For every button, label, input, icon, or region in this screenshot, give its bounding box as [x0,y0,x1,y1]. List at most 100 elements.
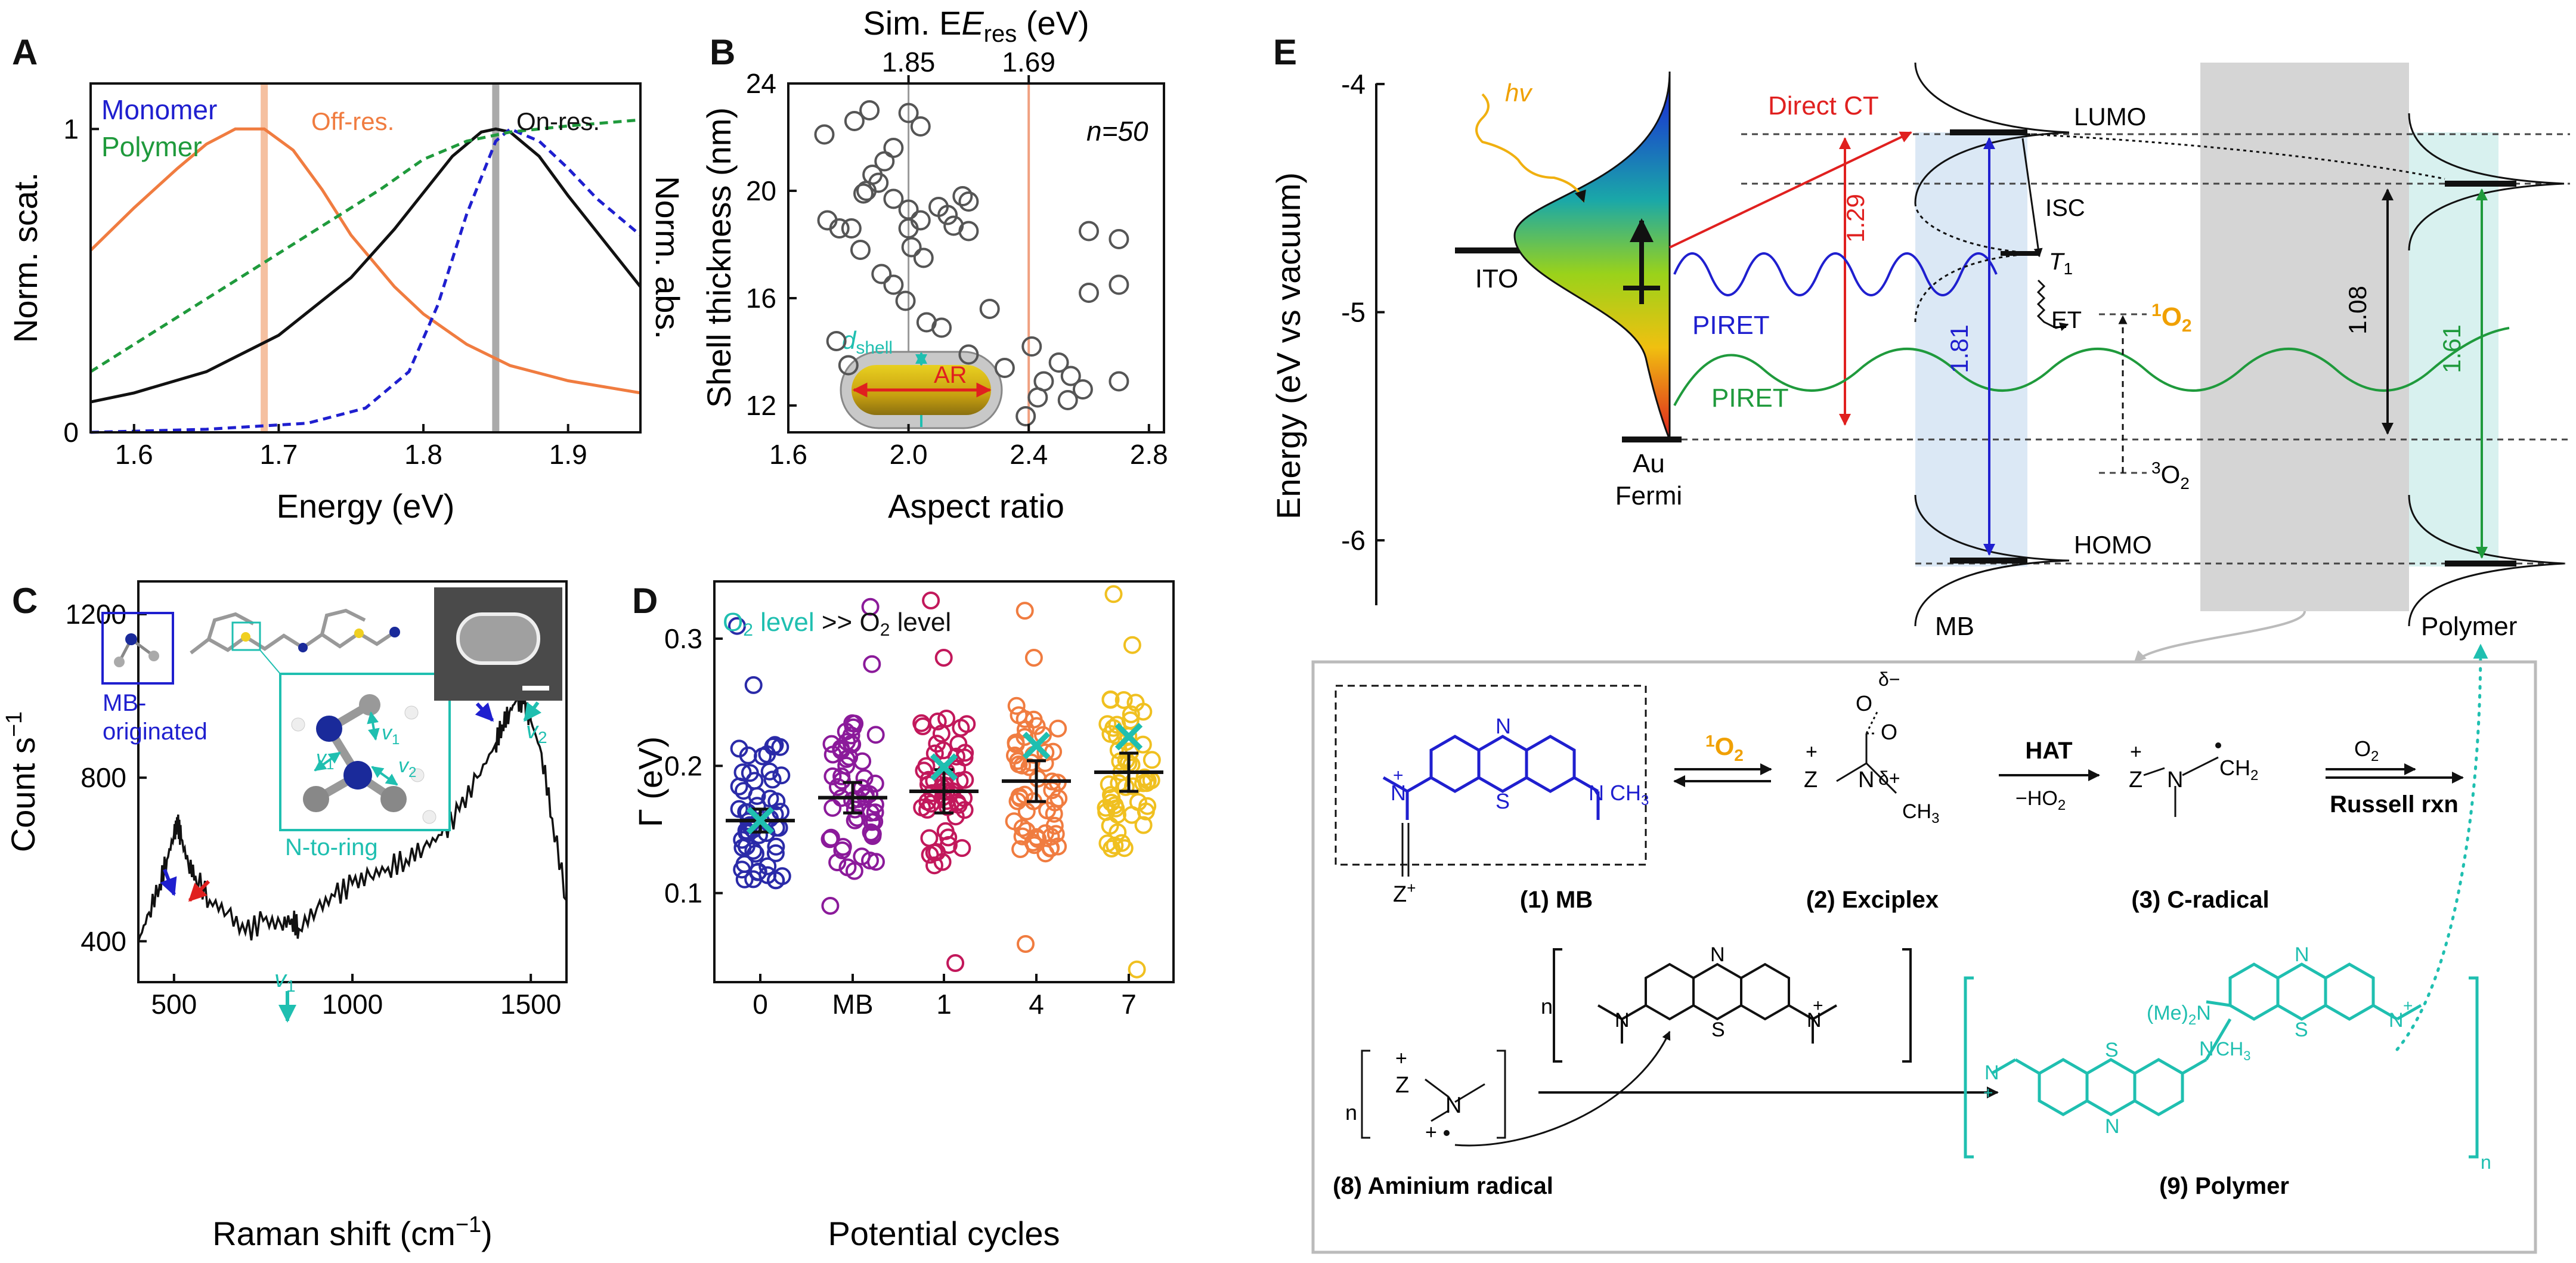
panel-e-piret-green-wave [1673,327,2510,406]
panel-d-point [1098,834,1117,853]
panel-e-hv-label: hv [1505,79,1533,107]
panel-d-point [747,844,764,863]
scheme-polymer-plus-left: + [1983,1084,1993,1102]
panel-d-point [772,766,791,785]
panel-e-isc-arrow [2021,138,2043,258]
scheme-mb-unit-structure [1553,948,1912,1063]
scheme-exciplex-o1: O [1856,691,1872,716]
panel-b-point [931,317,952,338]
panel-a-ylabel-left: Norm. scat. [7,172,44,343]
panel-e-et-wave [2036,279,2069,332]
scheme-aminium-n-index: n [1345,1100,1357,1125]
panel-d-point [918,800,936,819]
panel-d-ylabel: Γ (eV) [631,736,669,827]
panel-e-y-ticks: -4 -5 -6 [1341,69,1385,556]
panel-b-ytick-label: 24 [746,68,776,99]
panel-e-ytick-label: -4 [1341,69,1366,100]
panel-b-inset-ar: AR [934,362,967,388]
panel-b-point [895,290,916,311]
panel-d-point [1123,636,1141,654]
scheme-polymer-n-index: n [2481,1151,2491,1173]
scheme-polymer-s-top: S [2295,1019,2308,1041]
panel-c-xtick-label: 1500 [500,989,561,1020]
panel-e-gray-band [2200,63,2409,611]
panel-e-piret-green-label: PIRET [1711,383,1789,413]
panel-d-x-ticks: 0 MB 1 4 7 [753,974,1137,1020]
panel-d-point [1017,935,1035,953]
panel-c-arrow-teal-v2 [523,701,542,722]
panel-e-ito-label: ITO [1475,264,1519,293]
panel-d-stats [726,723,1163,835]
panel-c-xtick-label: 1000 [322,989,383,1020]
panel-d-point [934,649,953,667]
scheme-mb-unit-n-right: N [1807,1009,1822,1032]
panel-d-point [855,769,874,787]
panel-d-xtick-label: 1 [936,989,952,1020]
panel-d-point [956,744,974,762]
scheme-exciplex-ch3: CH3 [1902,800,1939,826]
panel-a-vband-onres [492,83,500,432]
panel-d-point [832,741,850,760]
panel-b-point [859,100,880,120]
scheme-exciplex-dplus: δ+ [1878,767,1900,789]
scheme-mb-unit-n-left: N [1615,1009,1630,1032]
panel-d-point [767,837,785,856]
panel-e-isc-label: ISC [2045,195,2085,221]
panel-d-point [1122,705,1140,723]
panel-letter-c: C [12,581,38,621]
scheme-exciplex-n: N [1858,767,1874,793]
panel-d-point [766,844,785,862]
panel-a-curve-onres [90,127,642,404]
scheme-cradical-ch2: CH2 [2219,756,2258,784]
panel-b-inset-dshell: dshell [842,326,893,358]
scheme-frame [1311,660,2537,1254]
panel-d-point [1011,840,1030,858]
panel-d-o2-cross [930,753,958,781]
scheme-polymer-ch3: CH3 [2216,1038,2250,1063]
panel-e-piret-blue-label: PIRET [1692,311,1770,340]
panel-a-frame [89,82,642,434]
scheme-aminium-z: Z [1395,1073,1409,1098]
panel-d-point [763,770,782,789]
panel-d-point [925,856,943,875]
panel-d-point [1007,733,1025,752]
panel-d-point [1015,602,1034,620]
panel-a-label-offres: Off-res. [311,107,394,135]
panel-e-direct-ct-arrow [1669,131,1912,249]
panel-e-dotted-transfer [2027,133,2445,180]
panel-d-point [829,778,847,796]
panel-e-direct-ct-label: Direct CT [1768,91,1879,120]
panel-c-inset-mb-label2: originated [103,719,208,745]
scheme-polymer-me2n: (Me)2N [2147,1002,2211,1028]
panel-d-point [1102,794,1120,812]
panel-d-point [1046,825,1065,843]
panel-d-point [861,852,879,869]
panel-d-point [1027,717,1046,735]
panel-d-point [1034,726,1052,744]
panel-e-mb-lumo-dos [1914,62,2070,203]
panel-a-label-onres: On-res. [516,107,600,135]
panel-b-point [883,188,904,209]
panel-d-point [918,793,937,811]
panel-c-spectrum [137,690,568,942]
panel-d-point [863,825,882,843]
scheme-exciplex-structure [1836,709,1897,794]
panel-d-point [1138,797,1157,815]
panel-b-xtick-label: 1.6 [769,439,807,470]
panel-b-point [1079,283,1099,303]
panel-a: 1.6 1.7 1.8 1.9 01 Monomer Polymer Off-res.… [7,82,686,525]
panel-a-xtick-label: 1.8 [404,439,442,470]
panel-d-point [1010,706,1028,725]
panel-d-point [1103,840,1121,858]
panel-e-singlet-o2: 1O2 [2151,301,2192,336]
panel-d-point [946,954,965,972]
scheme-polymer-s-bot: S [2105,1039,2119,1061]
panel-b-y-ticks: 12 16 20 24 [746,68,797,421]
panel-d-point [1104,585,1123,603]
panel-b-ytick-label: 16 [746,283,776,314]
scheme-exciplex-dminus: δ− [1878,668,1900,690]
panel-d-point [821,897,840,915]
panel-d-point [760,762,779,781]
panel-a-xtick-label: 1.6 [115,439,153,470]
